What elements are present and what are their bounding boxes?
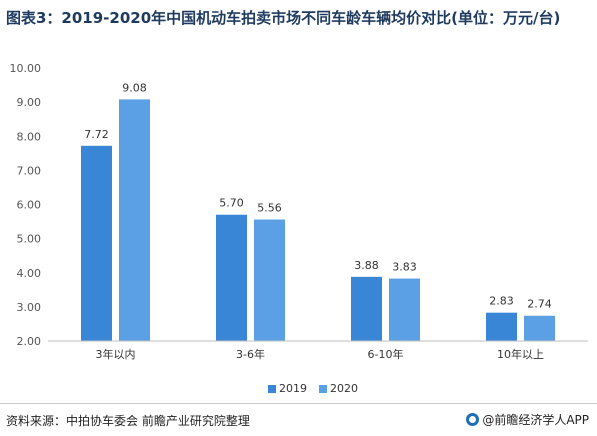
y-tick-label: 9.00 bbox=[17, 96, 42, 109]
bar-2019 bbox=[486, 312, 517, 341]
brand-label: @前瞻经济学人APP bbox=[482, 413, 589, 427]
legend-item-2020: 2020 bbox=[319, 382, 358, 395]
source-note: 资料来源：中拍协车委会 前瞻产业研究院整理 bbox=[6, 414, 250, 428]
y-tick-label: 3.00 bbox=[17, 301, 42, 314]
y-tick-label: 10.00 bbox=[10, 62, 42, 75]
data-label: 2.74 bbox=[527, 298, 552, 311]
x-tick-label: 3-6年 bbox=[236, 347, 265, 361]
x-tick-label: 10年以上 bbox=[497, 347, 544, 361]
legend-item-2019: 2019 bbox=[268, 382, 307, 395]
legend-swatch-2019 bbox=[268, 384, 276, 393]
data-label: 2.83 bbox=[489, 295, 514, 308]
data-label: 5.56 bbox=[257, 202, 282, 215]
bars: 7.72 9.08 5.70 5.56 3.88 3.83 2.83 2.74 bbox=[81, 81, 555, 342]
bar-2020 bbox=[524, 315, 555, 341]
bar-2020 bbox=[119, 99, 150, 342]
x-tick-label: 6-10年 bbox=[368, 347, 404, 361]
data-label: 3.88 bbox=[354, 259, 379, 272]
data-label: 9.08 bbox=[122, 81, 147, 94]
brand-logo-icon bbox=[466, 413, 480, 426]
bar-2020 bbox=[254, 219, 285, 341]
y-tick-label: 4.00 bbox=[17, 267, 42, 280]
y-tick-label: 5.00 bbox=[17, 233, 42, 246]
x-tick-label: 3年以内 bbox=[96, 347, 136, 361]
bar-2019 bbox=[216, 214, 247, 341]
bar-2019 bbox=[81, 145, 112, 341]
data-label: 3.83 bbox=[392, 261, 417, 274]
legend-swatch-2020 bbox=[319, 384, 327, 393]
y-tick-label: 2.00 bbox=[17, 335, 42, 348]
bar-2019 bbox=[351, 276, 382, 341]
data-label: 5.70 bbox=[219, 197, 244, 210]
legend-label-2020: 2020 bbox=[330, 382, 358, 395]
y-tick-label: 6.00 bbox=[17, 199, 42, 212]
chart-title: 图表3：2019-2020年中国机动车拍卖市场不同车龄车辆均价对比(单位：万元/… bbox=[6, 9, 561, 27]
y-axis: 2.00 3.00 4.00 5.00 6.00 7.00 8.00 9.00 10.00 bbox=[10, 62, 42, 348]
legend-label-2019: 2019 bbox=[279, 382, 307, 395]
data-label: 7.72 bbox=[84, 128, 109, 141]
y-tick-label: 8.00 bbox=[17, 130, 42, 143]
x-axis: 3年以内 3-6年 6-10年 10年以上 bbox=[48, 340, 588, 361]
bar-2020 bbox=[389, 278, 420, 341]
y-tick-label: 7.00 bbox=[17, 164, 42, 177]
brand: @前瞻经济学人APP bbox=[466, 411, 589, 428]
legend: 2019 2020 bbox=[268, 382, 364, 395]
footer: 资料来源：中拍协车委会 前瞻产业研究院整理 @前瞻经济学人APP bbox=[0, 403, 597, 436]
